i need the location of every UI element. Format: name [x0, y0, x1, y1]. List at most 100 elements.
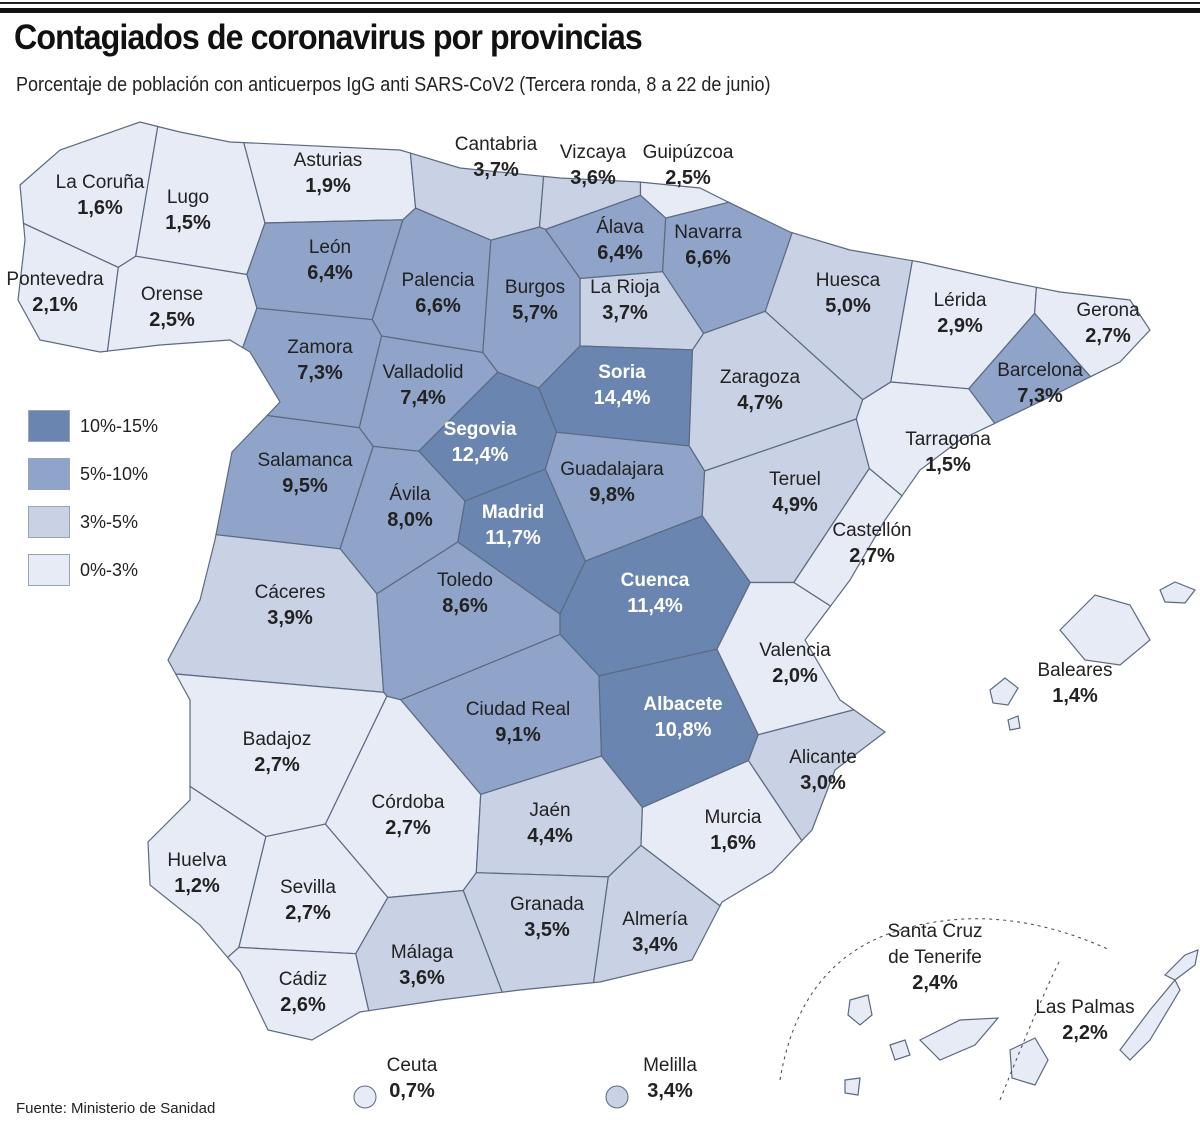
province-name: Madrid [482, 502, 544, 523]
label-huelva: Huelva 1,2% [167, 850, 227, 897]
province-name: Teruel [769, 469, 821, 490]
label-alicante: Alicante 3,0% [789, 747, 857, 794]
province-value: 1,6% [77, 197, 123, 219]
canarias-inset-border [779, 918, 1111, 1081]
province-value: 7,4% [400, 387, 446, 409]
province-value: 2,0% [772, 665, 818, 687]
label-ciudad-real: Ciudad Real 9,1% [466, 699, 571, 746]
label-leon: León 6,4% [307, 237, 353, 284]
province-value: 11,4% [627, 595, 683, 617]
province-name: Huesca [816, 270, 881, 291]
label-caceres: Cáceres 3,9% [255, 582, 326, 629]
province-value: 10,8% [655, 719, 712, 741]
label-segovia: Segovia 12,4% [444, 419, 517, 466]
province-value: 0,7% [389, 1080, 435, 1102]
province-value: 4,7% [737, 392, 783, 414]
province-name: Albacete [643, 694, 722, 715]
island-fuerteventura [1119, 978, 1181, 1061]
top-rule [0, 2, 1200, 4]
legend-swatch [28, 506, 70, 538]
label-albacete: Albacete 10,8% [643, 694, 722, 741]
province-name: Asturias [294, 150, 363, 171]
label-castellon: Castellón 2,7% [832, 520, 911, 567]
province-value: 4,4% [527, 825, 573, 847]
province-name: La Coruña [56, 172, 145, 193]
province-value: 8,6% [442, 595, 488, 617]
province-name: La Rioja [590, 277, 660, 298]
province-name: Jaén [529, 800, 570, 821]
legend-swatch [28, 410, 70, 442]
province-value: 9,5% [282, 475, 328, 497]
label-madrid: Madrid 11,7% [482, 502, 544, 549]
province-name: Almería [622, 909, 688, 930]
label-soria: Soria 14,4% [594, 362, 651, 409]
province-name: Castellón [832, 520, 911, 541]
province-value: 2,5% [149, 309, 195, 331]
province-value: 3,4% [632, 934, 678, 956]
province-name: Alicante [789, 747, 857, 768]
label-lerida: Lérida 2,9% [934, 290, 987, 337]
province-name: Badajoz [243, 729, 312, 750]
label-toledo: Toledo 8,6% [437, 570, 493, 617]
province-name: de Tenerife [888, 947, 982, 968]
province-cadiz [226, 946, 370, 1041]
province-value: 7,3% [297, 362, 343, 384]
province-value: 3,7% [602, 302, 648, 324]
label-navarra: Navarra 6,6% [674, 222, 742, 269]
island-formentera [1007, 715, 1021, 731]
province-name: Ávila [389, 484, 431, 505]
label-badajoz: Badajoz 2,7% [243, 729, 312, 776]
province-value: 2,7% [254, 754, 300, 776]
label-vizcaya: Vizcaya 3,6% [560, 142, 627, 189]
label-lugo: Lugo 1,5% [165, 187, 211, 234]
label-guipuzcoa: Guipúzcoa 2,5% [643, 142, 734, 189]
label-malaga: Málaga 3,6% [391, 942, 454, 989]
province-value: 1,6% [710, 832, 756, 854]
label-la-coruna: La Coruña 1,6% [56, 172, 145, 219]
legend-label: 5%-10% [80, 463, 149, 484]
map-title: Contagiados de coronavirus por provincia… [14, 18, 643, 57]
province-name: Guipúzcoa [643, 142, 734, 163]
label-las-palmas: Las Palmas 2,2% [1035, 997, 1134, 1044]
province-name: Guadalajara [560, 459, 664, 480]
province-name: Palencia [402, 270, 475, 291]
top-rule-thick [0, 8, 1200, 13]
province-value: 7,3% [1017, 385, 1063, 407]
canarias-province-divider [999, 959, 1061, 1101]
province-name: Ceuta [387, 1055, 438, 1076]
province-name: Barcelona [997, 360, 1083, 381]
province-name: Málaga [391, 942, 454, 963]
province-value: 11,7% [485, 527, 541, 549]
province-name: Zamora [287, 337, 353, 358]
label-asturias: Asturias 1,9% [294, 150, 363, 197]
label-baleares: Baleares 1,4% [1038, 660, 1113, 707]
province-value: 2,1% [32, 294, 78, 316]
province-name: Burgos [505, 277, 565, 298]
province-name: Granada [510, 894, 584, 915]
label-murcia: Murcia 1,6% [704, 807, 761, 854]
province-value: 1,9% [305, 175, 351, 197]
province-name: Huelva [167, 850, 227, 871]
province-name: Álava [596, 217, 644, 238]
map-subtitle: Porcentaje de población con anticuerpos … [16, 74, 771, 96]
melilla-marker [605, 1085, 629, 1109]
province-name: Zaragoza [720, 367, 801, 388]
island-el-hierro [844, 1077, 861, 1096]
province-name: Ciudad Real [466, 699, 571, 720]
legend-item: 0%-3% [28, 546, 158, 594]
province-value: 2,9% [937, 315, 983, 337]
province-name: Lérida [934, 290, 987, 311]
province-name: Cuenca [621, 570, 690, 591]
province-value: 2,7% [385, 817, 431, 839]
legend-label: 10%-15% [80, 415, 159, 436]
province-name: Lugo [167, 187, 209, 208]
province-name: Tarragona [905, 429, 991, 450]
province-value: 2,5% [665, 167, 711, 189]
label-salamanca: Salamanca 9,5% [257, 450, 352, 497]
label-melilla: Melilla 3,4% [643, 1055, 697, 1102]
province-name: Toledo [437, 570, 493, 591]
province-pontevedra [17, 222, 119, 353]
province-name: León [309, 237, 351, 258]
province-value: 3,9% [267, 607, 313, 629]
